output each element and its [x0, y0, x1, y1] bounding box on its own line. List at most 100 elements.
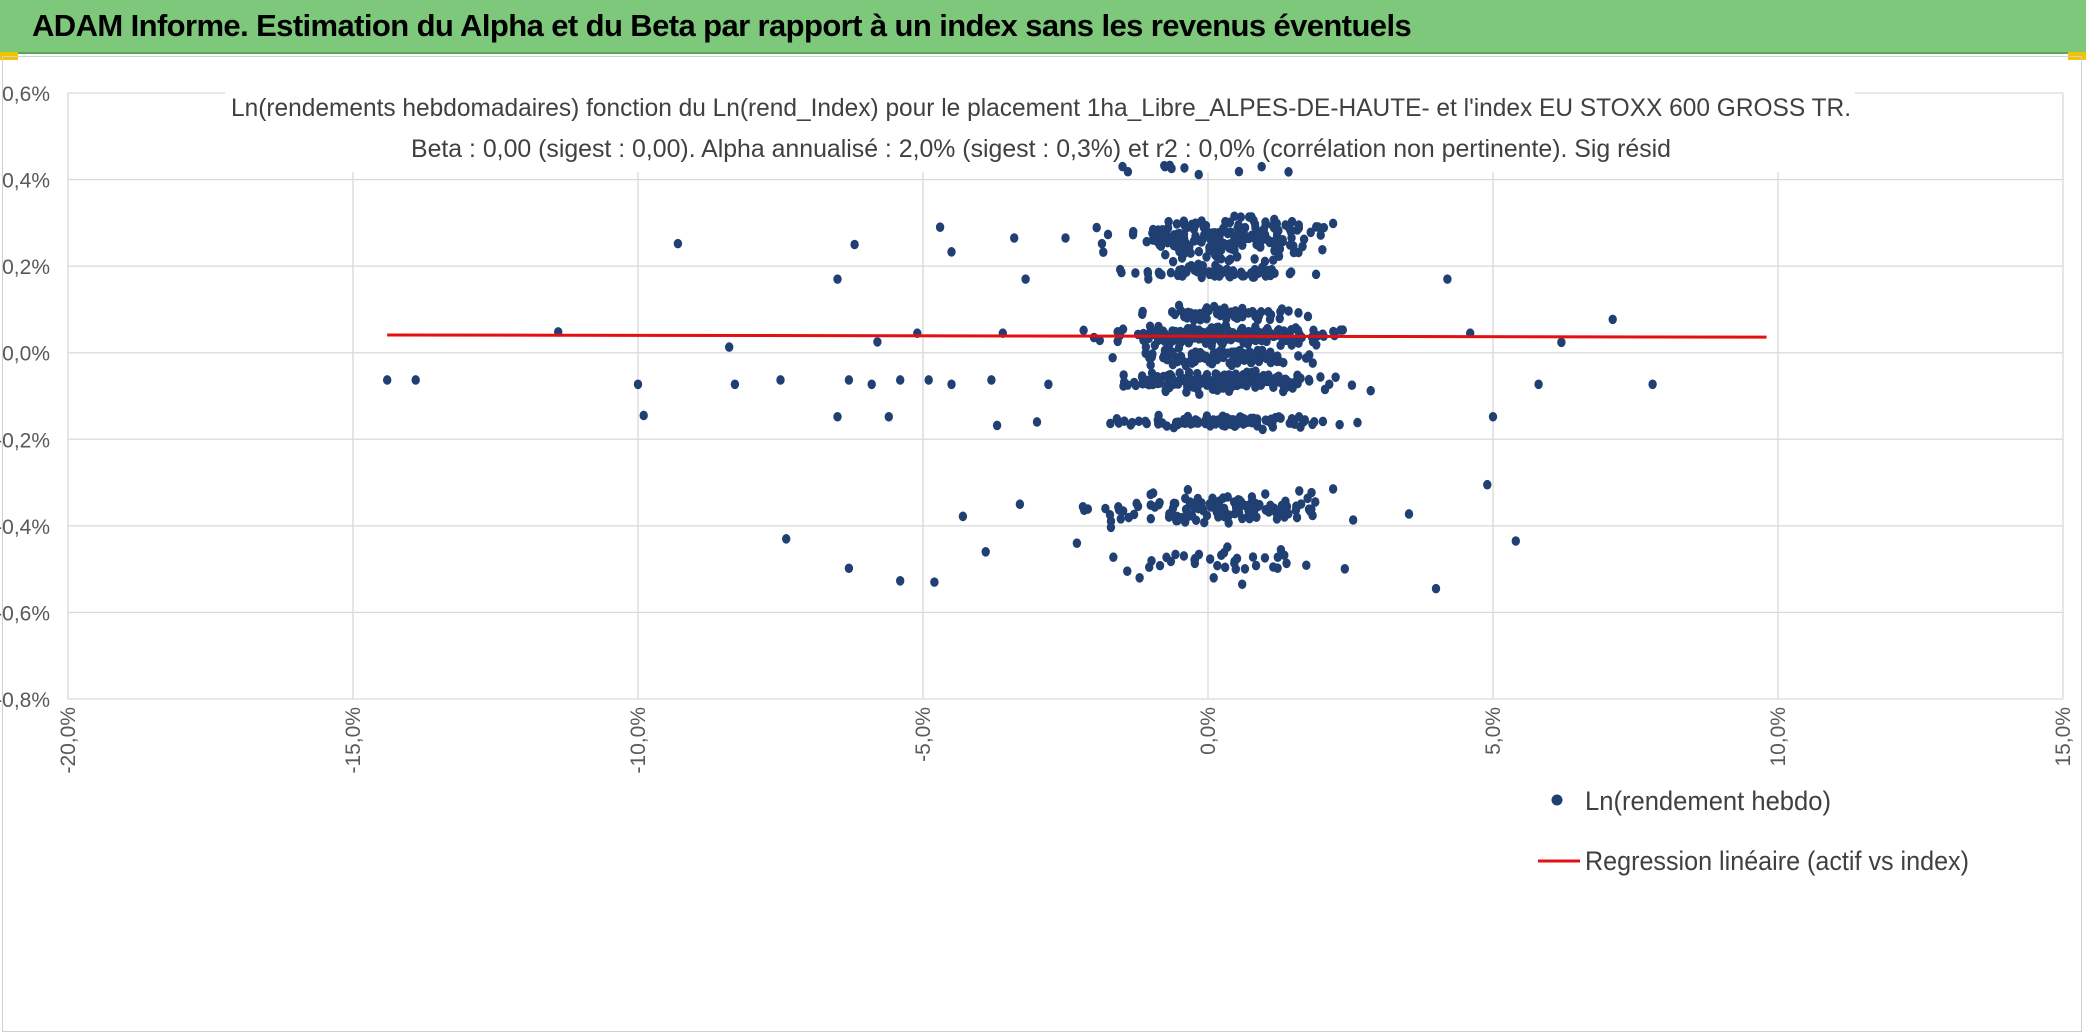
data-point	[1132, 498, 1141, 509]
data-point	[1195, 308, 1205, 319]
x-tick-label: 10,0%	[1767, 707, 1790, 767]
data-point	[1032, 417, 1042, 427]
data-point	[1248, 552, 1258, 562]
data-point	[725, 342, 734, 352]
data-point	[1316, 372, 1325, 382]
data-point	[1557, 337, 1566, 348]
data-point	[1287, 325, 1296, 335]
data-point	[1255, 377, 1264, 388]
data-point	[1147, 352, 1157, 362]
data-point	[1123, 566, 1132, 577]
data-point	[1302, 560, 1311, 571]
data-point	[1156, 241, 1166, 252]
data-point	[1301, 353, 1311, 363]
data-point	[1166, 556, 1176, 567]
data-point	[1222, 264, 1232, 275]
data-point	[1261, 217, 1270, 227]
data-point	[1280, 550, 1289, 561]
data-point	[1303, 311, 1313, 322]
data-point	[1294, 220, 1303, 230]
data-point	[1252, 417, 1262, 427]
data-point	[411, 375, 420, 385]
data-point	[1308, 336, 1318, 347]
data-point	[1160, 161, 1170, 172]
data-point	[1261, 489, 1270, 499]
header-bar: ADAM Informe. Estimation du Alpha et du …	[0, 0, 2086, 54]
data-point	[1168, 359, 1178, 370]
data-point	[1205, 554, 1215, 564]
data-point	[1295, 486, 1304, 496]
data-point	[1483, 479, 1492, 490]
data-point	[1291, 505, 1301, 515]
data-point	[947, 379, 956, 390]
data-point	[1238, 579, 1247, 590]
y-axis-tick-labels: 0,6% 0,4% 0,2% 0,0% -0,2% -0,4% -0,6% -0,8%	[0, 83, 50, 712]
data-point	[1168, 376, 1178, 387]
data-point	[1103, 229, 1113, 240]
data-point	[1206, 234, 1215, 244]
data-point	[1161, 249, 1170, 260]
data-point	[1183, 222, 1192, 233]
data-point	[1309, 325, 1318, 336]
page-title: ADAM Informe. Estimation du Alpha et du …	[32, 8, 1412, 43]
data-point	[1227, 347, 1237, 357]
data-point	[1221, 218, 1230, 229]
data-point	[1250, 254, 1259, 264]
chart-subtitle: Beta : 0,00 (sigest : 0,00). Alpha annua…	[411, 135, 1671, 163]
data-point	[1348, 515, 1358, 525]
data-point	[1262, 353, 1271, 364]
data-point	[1648, 379, 1657, 390]
data-point	[1240, 222, 1250, 233]
data-point	[1198, 260, 1208, 271]
data-point	[873, 337, 882, 347]
data-point	[1320, 384, 1330, 395]
data-point	[1247, 230, 1256, 241]
data-point	[1191, 515, 1201, 526]
data-point	[1336, 325, 1345, 335]
data-point	[1294, 351, 1303, 361]
data-point	[1135, 573, 1144, 583]
data-point	[1260, 256, 1270, 267]
data-point	[1256, 231, 1266, 242]
data-point	[1193, 368, 1202, 379]
x-tick-label: 15,0%	[2052, 707, 2075, 767]
data-point	[1162, 354, 1172, 365]
data-point	[1146, 513, 1156, 524]
grid-lines	[67, 92, 2064, 700]
data-point	[1335, 419, 1344, 430]
data-point	[1247, 268, 1256, 278]
data-point	[1251, 348, 1260, 359]
data-point	[1240, 564, 1250, 574]
data-point	[1154, 267, 1164, 278]
data-point	[1275, 356, 1284, 366]
y-tick-label: 0,2%	[2, 256, 50, 279]
y-tick-label: 0,6%	[2, 83, 50, 106]
data-point	[1221, 321, 1230, 331]
regression-line	[387, 333, 1767, 339]
data-point	[844, 375, 854, 385]
data-point	[1226, 379, 1236, 389]
data-point	[1106, 516, 1116, 527]
data-point	[1284, 306, 1293, 316]
data-point	[1195, 389, 1204, 400]
data-point	[1156, 378, 1165, 388]
data-point	[1226, 307, 1236, 317]
data-point	[1308, 358, 1317, 368]
data-point	[1186, 248, 1195, 258]
data-point	[1015, 499, 1025, 510]
data-point	[1488, 411, 1498, 422]
x-tick-label: -15,0%	[342, 707, 365, 774]
data-point	[1182, 377, 1191, 388]
data-point	[896, 375, 905, 385]
data-point	[1264, 265, 1273, 276]
data-point	[1273, 552, 1283, 562]
data-point	[782, 534, 791, 544]
data-point	[1266, 500, 1275, 511]
data-point	[1119, 377, 1129, 387]
data-points	[383, 160, 1657, 594]
data-point	[1234, 376, 1243, 386]
data-point	[1318, 416, 1328, 427]
data-point	[992, 420, 1002, 431]
data-point	[1167, 307, 1177, 317]
data-point	[1257, 161, 1266, 172]
